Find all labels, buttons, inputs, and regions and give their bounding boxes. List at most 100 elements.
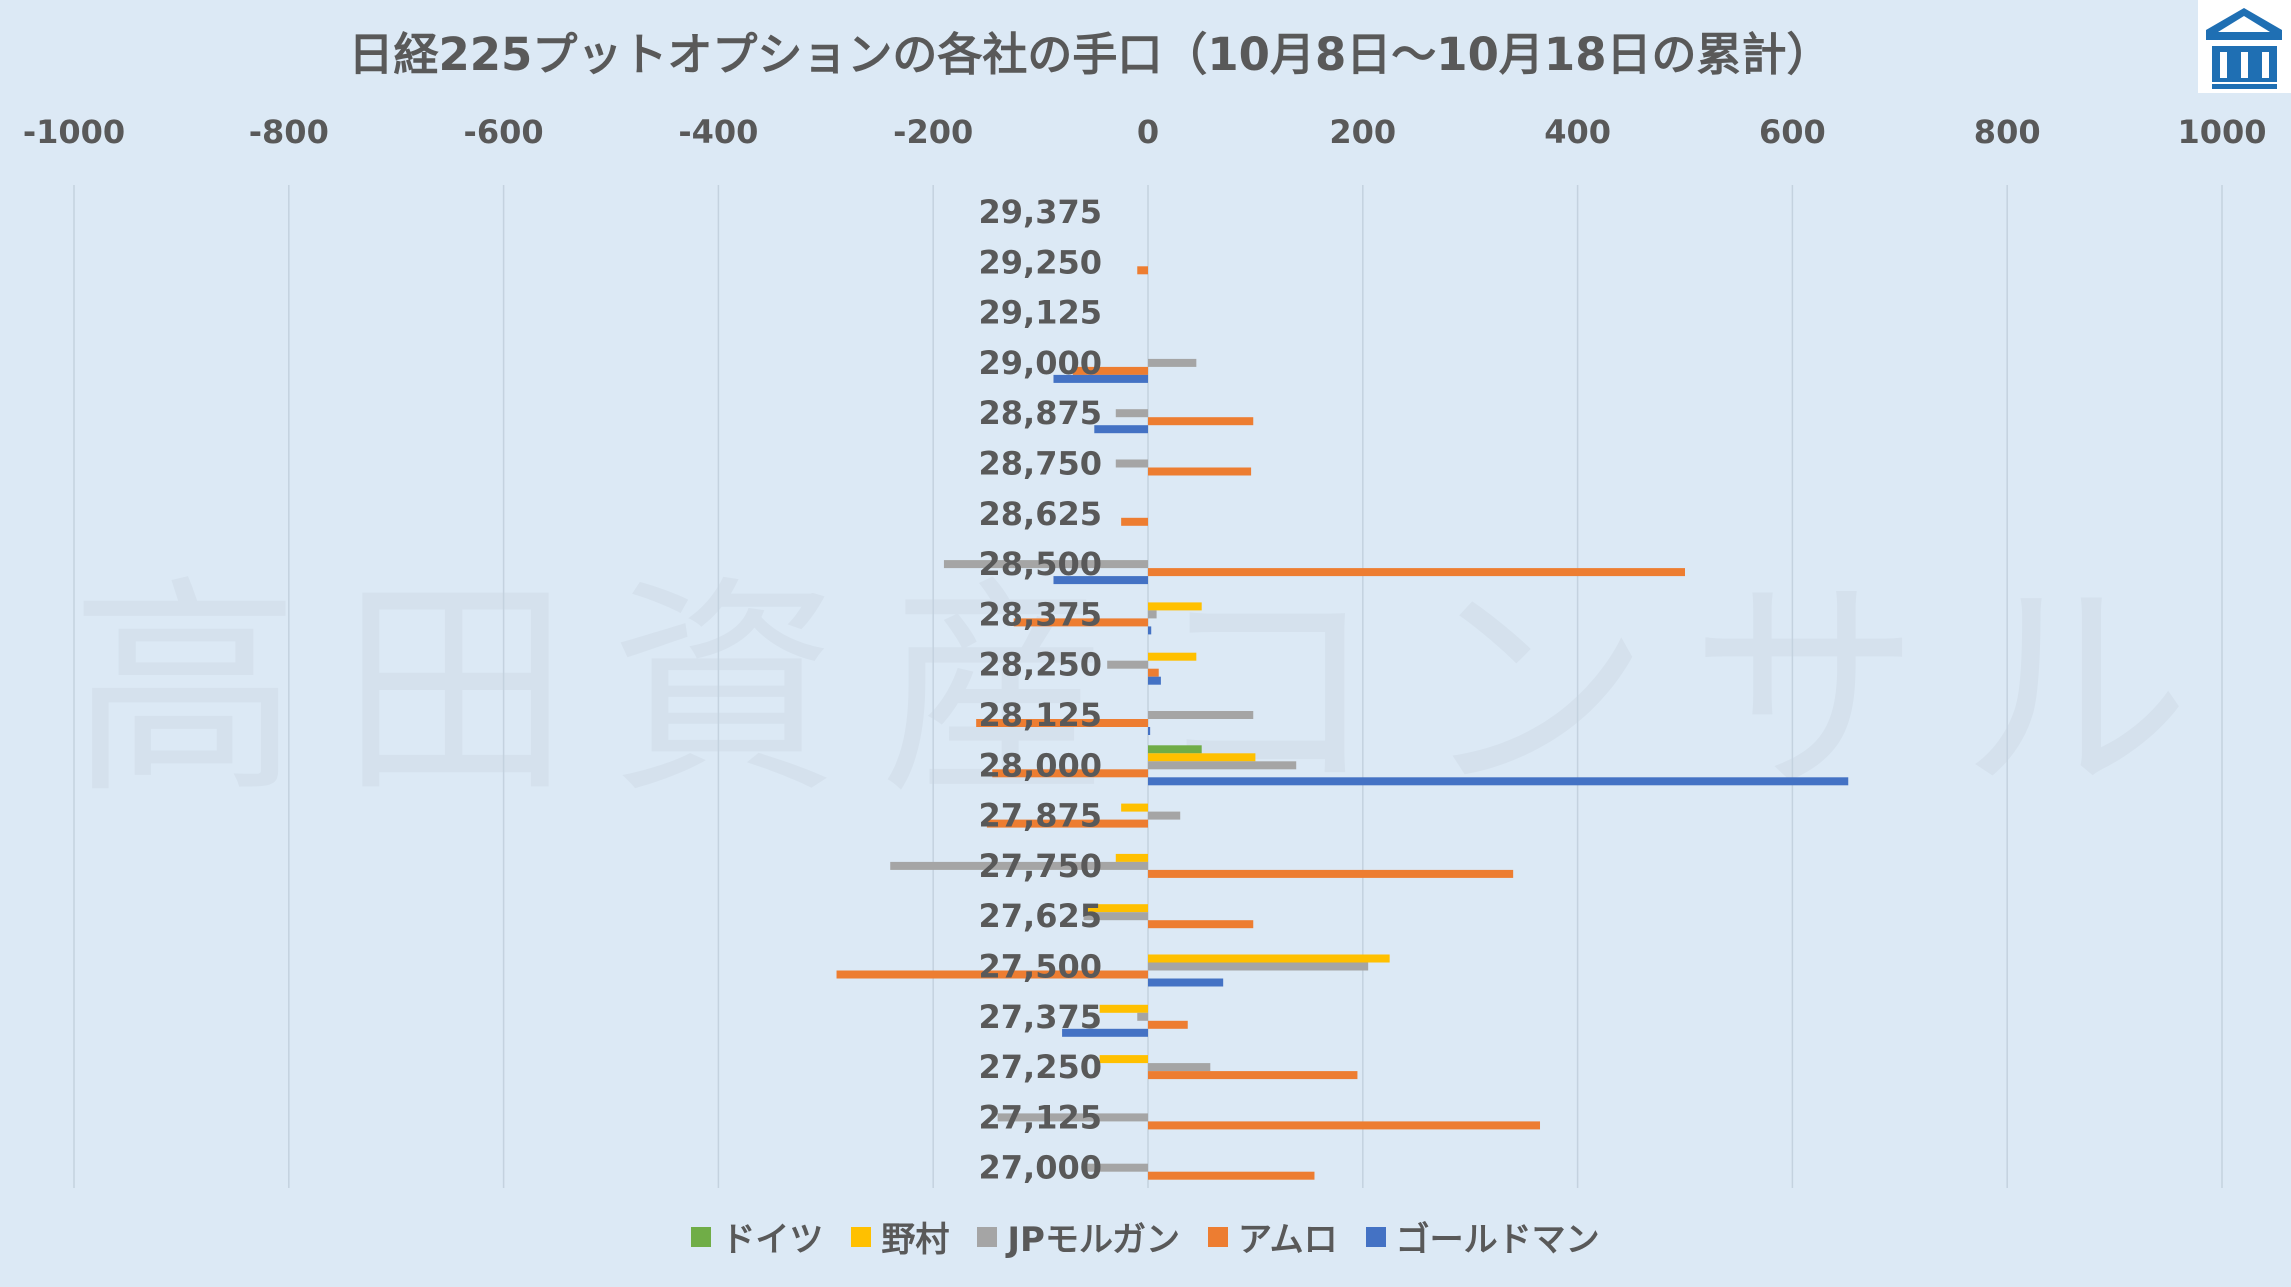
chart-title: 日経225プットオプションの各社の手口（10月8日～10月18日の累計） <box>348 28 1832 81</box>
x-tick-label: 0 <box>1137 113 1159 151</box>
legend-item: ドイツ <box>691 1212 823 1261</box>
bar <box>1148 962 1369 971</box>
bar <box>1148 1063 1211 1072</box>
category-label: 27,750 <box>979 847 1102 885</box>
bar <box>1053 374 1148 383</box>
bar <box>1053 576 1148 585</box>
category-label: 28,750 <box>979 445 1102 483</box>
category-label: 27,500 <box>979 948 1102 986</box>
category-label: 27,625 <box>979 897 1102 935</box>
bar <box>1148 954 1390 963</box>
bar <box>1148 753 1256 762</box>
x-tick-label: 1000 <box>2177 113 2266 151</box>
x-tick-label: -200 <box>893 113 973 151</box>
bar <box>1148 869 1514 878</box>
bar <box>1115 459 1148 468</box>
category-label: 28,250 <box>979 646 1102 684</box>
bar <box>976 719 1148 727</box>
x-tick-label: 800 <box>1974 113 2041 151</box>
category-label: 27,875 <box>979 797 1102 835</box>
category-label: 28,000 <box>979 746 1102 784</box>
bar <box>1121 803 1148 812</box>
category-label: 28,375 <box>979 595 1102 633</box>
legend-item: 野村 <box>851 1212 949 1261</box>
category-label: 28,875 <box>979 394 1102 432</box>
bar <box>1148 467 1252 476</box>
bar <box>1121 517 1148 526</box>
logo-icon <box>2198 0 2291 93</box>
bar <box>1083 912 1148 921</box>
bar <box>1148 417 1254 426</box>
legend-swatch <box>977 1226 998 1247</box>
bar <box>1107 660 1148 669</box>
bar <box>1148 1071 1358 1080</box>
x-tick-label: -400 <box>678 113 758 151</box>
x-tick-label: 600 <box>1759 113 1826 151</box>
bar <box>1137 1012 1148 1021</box>
legend-label: ゴールドマン <box>1395 1220 1600 1260</box>
bar <box>1072 366 1148 375</box>
bar <box>1148 1171 1315 1180</box>
category-label: 28,500 <box>979 545 1102 583</box>
category-label: 29,375 <box>979 193 1102 231</box>
bar <box>1148 711 1254 719</box>
bar <box>1148 358 1197 367</box>
category-label: 27,375 <box>979 998 1102 1036</box>
legend-label: アムロ <box>1237 1220 1338 1260</box>
bar <box>997 1113 1148 1122</box>
legend: ドイツ 野村 JPモルガン アムロ ゴールドマン <box>0 1212 2291 1261</box>
bar <box>890 861 1148 870</box>
bar <box>1099 1055 1148 1064</box>
bar <box>1148 811 1181 820</box>
bar <box>1148 761 1297 770</box>
legend-label: JPモルガン <box>1007 1220 1180 1260</box>
legend-label: ドイツ <box>721 1220 824 1260</box>
x-tick-label: 200 <box>1329 113 1396 151</box>
bar <box>1083 1163 1148 1172</box>
bar <box>943 560 1148 569</box>
legend-item: JPモルガン <box>977 1212 1180 1261</box>
bar <box>1148 1121 1541 1130</box>
legend-swatch <box>851 1226 872 1247</box>
legend-item: ゴールドマン <box>1365 1212 1600 1261</box>
bar <box>1148 602 1202 611</box>
bar <box>1148 626 1152 635</box>
bars <box>836 266 1849 1180</box>
bar <box>836 970 1148 979</box>
legend-swatch <box>1365 1226 1386 1247</box>
category-label: 29,125 <box>979 294 1102 332</box>
category-label: 29,000 <box>979 344 1102 382</box>
category-label: 28,125 <box>979 696 1102 734</box>
bar <box>1148 777 1849 786</box>
bar <box>1013 618 1148 627</box>
labels: -1000 -800 -600 -400 -200 0 200 400 600 800 1000 29… <box>23 113 2267 1187</box>
bar <box>1115 409 1148 418</box>
bar <box>1148 920 1254 929</box>
x-tick-label: -800 <box>249 113 329 151</box>
bar <box>1099 1004 1148 1013</box>
legend-label: 野村 <box>881 1220 950 1260</box>
bar <box>1148 568 1685 577</box>
legend-item: アムロ <box>1207 1212 1338 1261</box>
bar <box>1062 1028 1148 1037</box>
bar <box>1115 853 1148 862</box>
bar <box>1148 676 1161 685</box>
x-tick-label: 400 <box>1544 113 1611 151</box>
bar <box>1148 652 1197 661</box>
bar <box>1094 425 1148 434</box>
bar <box>1148 745 1202 754</box>
gridlines <box>73 185 2223 1188</box>
bar <box>1137 266 1148 275</box>
bar <box>1148 727 1151 735</box>
bar <box>1148 668 1159 677</box>
bar <box>986 819 1148 828</box>
category-label: 27,125 <box>979 1098 1102 1136</box>
x-tick-label: -600 <box>464 113 544 151</box>
legend-swatch <box>1207 1226 1228 1247</box>
bar <box>1083 904 1148 913</box>
bar <box>1148 1020 1188 1029</box>
bar <box>992 769 1148 778</box>
category-label: 29,250 <box>979 243 1102 281</box>
legend-swatch <box>691 1226 712 1247</box>
